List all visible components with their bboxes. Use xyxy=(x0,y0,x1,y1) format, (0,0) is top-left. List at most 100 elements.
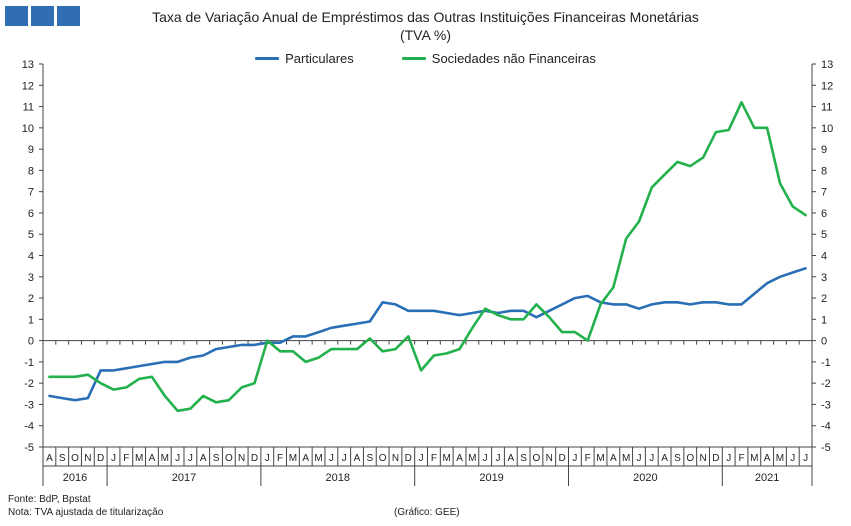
y-tick-label-left: 4 xyxy=(28,251,34,263)
institution-logo-icon xyxy=(5,6,80,26)
month-label: N xyxy=(546,453,553,464)
y-tick-label-left: -5 xyxy=(24,442,34,454)
month-label: N xyxy=(699,453,706,464)
month-label: J xyxy=(649,453,654,464)
y-tick-label-right: 8 xyxy=(821,165,827,177)
series-line-sociedades xyxy=(48,101,807,413)
y-tick-label-right: 11 xyxy=(821,102,832,114)
legend-label: Particulares xyxy=(285,51,354,66)
month-label: M xyxy=(314,453,322,464)
month-label: S xyxy=(213,453,220,464)
month-label: F xyxy=(738,453,744,464)
month-label: A xyxy=(456,453,463,464)
month-label: J xyxy=(790,453,795,464)
month-label: A xyxy=(661,453,668,464)
y-tick-label-left: -3 xyxy=(24,399,34,411)
series-line-particulares xyxy=(48,266,807,402)
year-label: 2016 xyxy=(63,472,87,484)
y-tick-label-right: 9 xyxy=(821,144,827,156)
month-label: F xyxy=(277,453,283,464)
y-tick-label-left: 7 xyxy=(28,187,34,199)
month-label: A xyxy=(764,453,771,464)
month-label: N xyxy=(84,453,91,464)
month-label: M xyxy=(468,453,476,464)
y-tick-label-right: 0 xyxy=(821,336,827,348)
y-tick-label-left: 10 xyxy=(22,123,34,135)
y-tick-label-right: 13 xyxy=(821,59,833,71)
y-tick-label-left: 12 xyxy=(22,80,34,92)
y-tick-label-right: -3 xyxy=(821,399,831,411)
month-label: O xyxy=(533,453,541,464)
y-tick-label-left: 8 xyxy=(28,165,34,177)
logo-block xyxy=(57,6,80,26)
y-tick-label-left: 3 xyxy=(28,272,34,284)
month-label: J xyxy=(636,453,641,464)
year-label: 2021 xyxy=(755,472,779,484)
month-label: M xyxy=(289,453,297,464)
month-label: S xyxy=(366,453,373,464)
y-tick-label-left: 9 xyxy=(28,144,34,156)
month-label: J xyxy=(495,453,500,464)
legend-swatch xyxy=(255,57,280,60)
y-tick-label-right: -2 xyxy=(821,378,831,390)
month-label: O xyxy=(686,453,694,464)
month-label: D xyxy=(558,453,565,464)
month-label: F xyxy=(431,453,437,464)
y-tick-label-right: 6 xyxy=(821,208,827,220)
legend-label: Sociedades não Financeiras xyxy=(431,51,596,66)
footer-note: Nota: TVA ajustada de titularização xyxy=(8,507,164,518)
month-label: J xyxy=(803,453,808,464)
month-label: F xyxy=(123,453,129,464)
month-label: J xyxy=(726,453,731,464)
month-label: D xyxy=(405,453,412,464)
footer-credit: (Gráfico: GEE) xyxy=(394,507,460,518)
legend-item-particulares: Particulares xyxy=(255,51,354,66)
y-tick-label-left: 13 xyxy=(22,59,34,71)
year-label: 2019 xyxy=(479,472,503,484)
chart-legend: Particulares Sociedades não Financeiras xyxy=(0,51,851,66)
logo-block xyxy=(31,6,54,26)
month-label: A xyxy=(354,453,361,464)
y-tick-label-right: 12 xyxy=(821,80,833,92)
month-label: J xyxy=(342,453,347,464)
y-tick-label-right: 3 xyxy=(821,272,827,284)
month-label: S xyxy=(520,453,527,464)
month-label: N xyxy=(392,453,399,464)
month-label: N xyxy=(238,453,245,464)
month-label: O xyxy=(225,453,233,464)
y-tick-label-left: 6 xyxy=(28,208,34,220)
y-tick-label-right: -4 xyxy=(821,421,831,433)
month-label: A xyxy=(507,453,514,464)
chart-title: Taxa de Variação Anual de Empréstimos da… xyxy=(0,8,851,44)
y-tick-label-right: 4 xyxy=(821,251,827,263)
year-label: 2018 xyxy=(326,472,350,484)
chart-title-line2: (TVA %) xyxy=(399,27,452,43)
y-tick-label-left: 11 xyxy=(23,102,34,114)
year-label: 2020 xyxy=(633,472,657,484)
year-label: 2017 xyxy=(172,472,196,484)
y-tick-label-right: 1 xyxy=(821,314,827,326)
month-label: A xyxy=(200,453,207,464)
month-label: M xyxy=(776,453,784,464)
month-label: J xyxy=(175,453,180,464)
month-label: D xyxy=(97,453,104,464)
month-label: D xyxy=(251,453,258,464)
month-label: J xyxy=(329,453,334,464)
y-tick-label-right: -1 xyxy=(821,357,831,369)
legend-swatch xyxy=(401,57,426,60)
month-label: J xyxy=(111,453,116,464)
y-tick-label-right: 10 xyxy=(821,123,833,135)
month-label: A xyxy=(302,453,309,464)
y-tick-label-right: -5 xyxy=(821,442,831,454)
month-label: M xyxy=(622,453,630,464)
month-label: M xyxy=(161,453,169,464)
month-label: S xyxy=(59,453,66,464)
y-tick-label-left: 0 xyxy=(28,336,34,348)
y-tick-label-left: -4 xyxy=(24,421,34,433)
month-label: F xyxy=(585,453,591,464)
month-label: O xyxy=(71,453,79,464)
footer-source: Fonte: BdP, Bpstat xyxy=(8,494,91,505)
month-label: J xyxy=(483,453,488,464)
month-label: J xyxy=(265,453,270,464)
